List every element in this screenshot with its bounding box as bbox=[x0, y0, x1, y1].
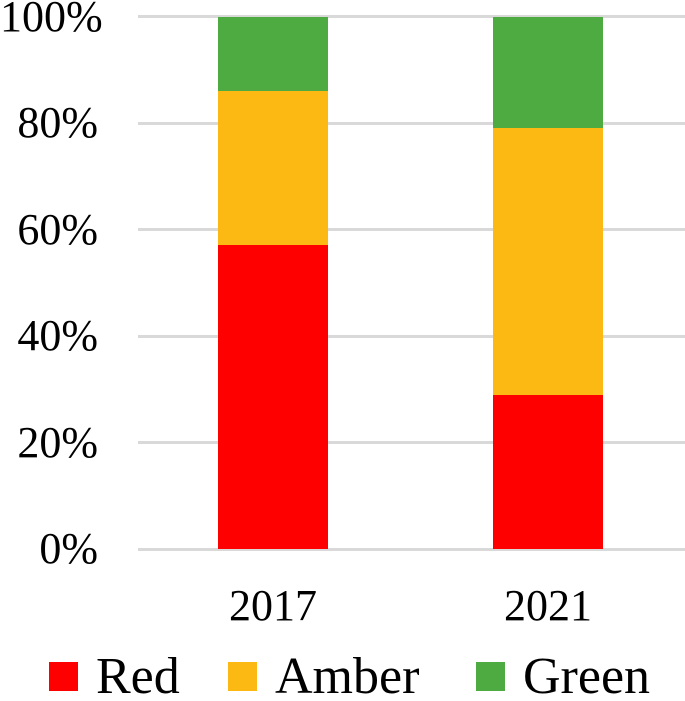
bar-2021-segment-green bbox=[493, 16, 603, 129]
legend-label: Amber bbox=[275, 648, 420, 701]
y-axis-tick-label: 80% bbox=[17, 98, 98, 147]
bar-2017-segment-red bbox=[218, 245, 328, 549]
legend-label: Red bbox=[96, 648, 180, 701]
gridline-80pct bbox=[138, 121, 685, 125]
y-axis-tick-label: 0% bbox=[39, 524, 98, 573]
gridline-100pct bbox=[138, 15, 685, 18]
gridline-60pct bbox=[138, 228, 685, 231]
y-axis-tick-label: 20% bbox=[17, 417, 98, 467]
bar-2017-segment-green bbox=[218, 16, 328, 92]
gridline-20pct bbox=[138, 441, 685, 444]
legend-swatch-amber bbox=[228, 662, 257, 691]
x-axis-category-label: 2021 bbox=[504, 581, 592, 630]
legend-item-green: Green bbox=[476, 648, 651, 701]
legend-item-amber: Amber bbox=[228, 648, 420, 701]
x-axis-category-label: 2017 bbox=[229, 581, 317, 630]
bar-2017-segment-amber bbox=[218, 91, 328, 246]
legend-swatch-red bbox=[49, 662, 78, 691]
gridline-40pct bbox=[138, 334, 685, 338]
gridline-0pct bbox=[138, 547, 685, 551]
legend-item-red: Red bbox=[49, 648, 180, 701]
y-axis-tick-label: 100% bbox=[0, 0, 103, 41]
bar-2021-segment-red bbox=[493, 394, 603, 549]
y-axis-tick-label: 40% bbox=[17, 311, 98, 360]
y-axis-tick-label: 60% bbox=[17, 204, 98, 254]
legend-label: Green bbox=[523, 648, 651, 701]
bar-2021-segment-amber bbox=[493, 128, 603, 395]
legend-swatch-green bbox=[476, 662, 505, 691]
